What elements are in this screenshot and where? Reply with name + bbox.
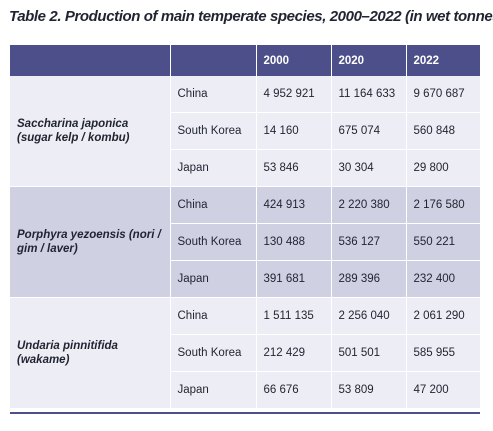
country-cell: South Korea [170,112,257,150]
header-row: 2000 2020 2022 [10,45,480,76]
header-species [10,45,171,76]
value-cell: 550 221 [406,223,480,261]
value-cell: 2 256 040 [331,297,407,335]
value-cell: 212 429 [256,334,332,372]
table-row: Japan 66 676 53 809 47 200 [10,371,480,409]
value-cell: 232 400 [406,260,480,298]
value-cell: 30 304 [331,149,407,187]
value-cell: 501 501 [331,334,407,372]
value-cell: 66 676 [256,371,332,409]
country-cell: Japan [170,371,257,409]
value-cell: 11 164 633 [331,76,407,113]
value-cell: 9 670 687 [406,76,480,113]
value-cell: 560 848 [406,112,480,150]
species-cell: Undaria pinnitifida (wakame) [10,297,171,409]
species-cell: Porphyra yezoensis (nori / gim / laver) [10,186,171,298]
header-year: 2020 [331,45,407,76]
species-cell: Saccharina japonica (sugar kelp / kombu) [10,76,171,187]
header-country [170,45,257,76]
table-row: Japan 53 846 30 304 29 800 [10,149,480,187]
value-cell: 1 511 135 [256,297,332,335]
country-cell: China [170,297,257,335]
table-row: Undaria pinnitifida (wakame) China 1 511… [10,297,480,409]
country-cell: China [170,186,257,224]
table-title: Table 2. Production of main temperate sp… [9,8,493,25]
value-cell: 289 396 [331,260,407,298]
value-cell: 536 127 [331,223,407,261]
table-row: Saccharina japonica (sugar kelp / kombu)… [10,76,480,187]
country-cell: South Korea [170,223,257,261]
country-cell: Japan [170,260,257,298]
value-cell: 585 955 [406,334,480,372]
value-cell: 14 160 [256,112,332,150]
value-cell: 53 846 [256,149,332,187]
value-cell: 2 061 290 [406,297,480,335]
value-cell: 675 074 [331,112,407,150]
table-bottom-rule [10,412,480,414]
table-row: South Korea 212 429 501 501 585 955 [10,334,480,372]
country-cell: China [170,76,257,113]
table-row: Japan 391 681 289 396 232 400 [10,260,480,298]
header-year: 2000 [256,45,332,76]
table-row: Porphyra yezoensis (nori / gim / laver) … [10,186,480,298]
value-cell: 424 913 [256,186,332,224]
value-cell: 391 681 [256,260,332,298]
table-row: South Korea 130 488 536 127 550 221 [10,223,480,261]
value-cell: 47 200 [406,371,480,409]
header-year: 2022 [406,45,480,76]
table-row: South Korea 14 160 675 074 560 848 [10,112,480,150]
country-cell: Japan [170,149,257,187]
value-cell: 130 488 [256,223,332,261]
value-cell: 29 800 [406,149,480,187]
value-cell: 4 952 921 [256,76,332,113]
value-cell: 2 220 380 [331,186,407,224]
value-cell: 53 809 [331,371,407,409]
value-cell: 2 176 580 [406,186,480,224]
country-cell: South Korea [170,334,257,372]
production-table: 2000 2020 2022 Saccharina japonica (suga… [10,45,480,409]
